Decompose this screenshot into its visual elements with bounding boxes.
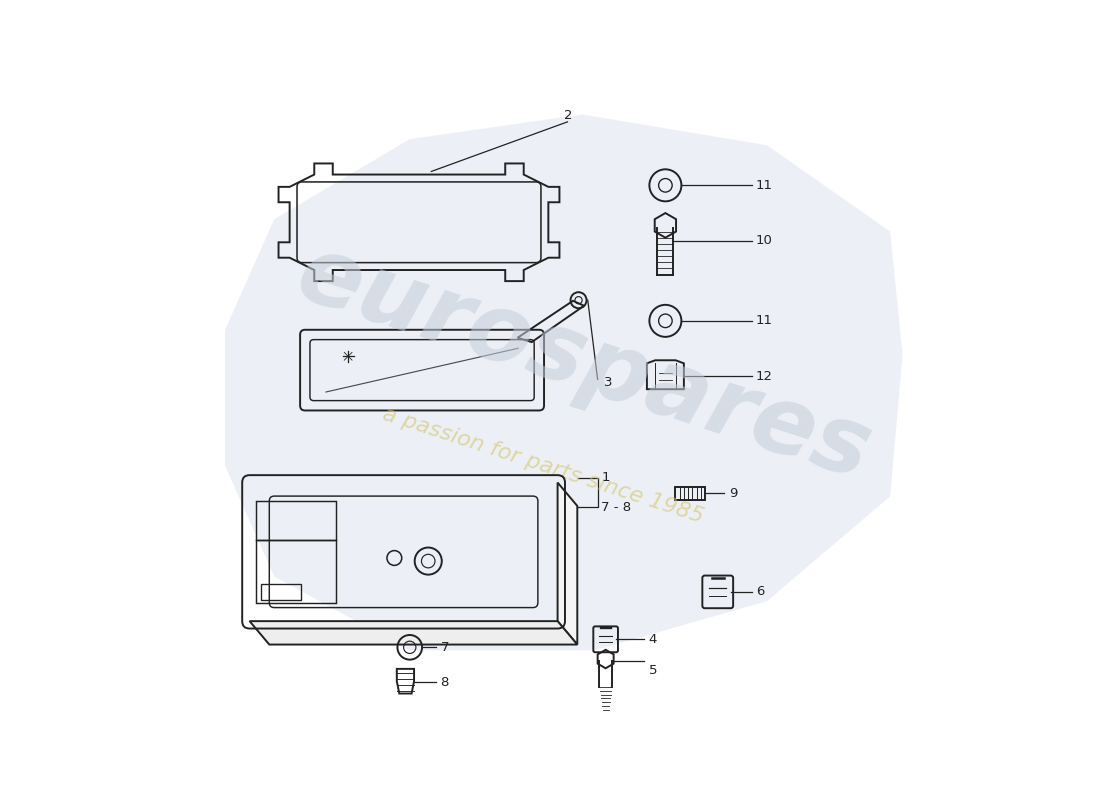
Text: 2: 2	[564, 110, 573, 122]
Text: 1: 1	[602, 471, 609, 484]
Text: eurospares: eurospares	[286, 228, 882, 500]
Text: 12: 12	[756, 370, 773, 382]
Text: 11: 11	[756, 179, 773, 192]
Text: 8: 8	[440, 676, 449, 689]
Text: a passion for parts since 1985: a passion for parts since 1985	[381, 404, 706, 527]
Text: 4: 4	[649, 633, 657, 646]
Polygon shape	[558, 482, 578, 645]
Text: 3: 3	[604, 376, 613, 389]
Bar	[675, 486, 705, 500]
Bar	[261, 584, 300, 599]
Text: 10: 10	[756, 234, 773, 247]
Polygon shape	[250, 621, 578, 645]
Text: 5: 5	[649, 664, 658, 677]
Text: 6: 6	[756, 586, 764, 598]
Text: 11: 11	[756, 314, 773, 327]
Text: 7 - 8: 7 - 8	[602, 501, 631, 514]
Polygon shape	[224, 114, 902, 650]
Text: 7: 7	[440, 641, 449, 654]
Text: 9: 9	[729, 487, 737, 500]
